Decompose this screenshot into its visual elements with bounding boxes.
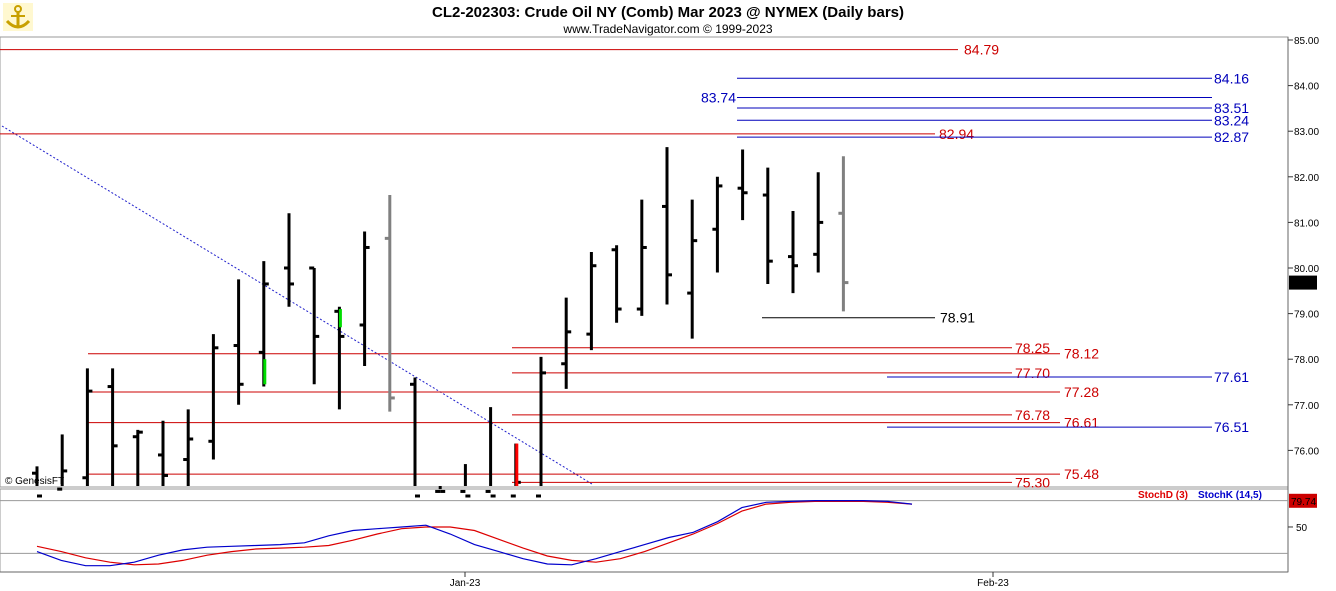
ohlc-bar (132, 429, 143, 486)
stoch-last-value-label: 79.74 (1291, 497, 1316, 508)
chart-title: CL2-202303: Crude Oil NY (Comb) Mar 2023… (432, 4, 904, 21)
ohlc-bars (32, 147, 849, 498)
ohlc-bar (183, 409, 194, 486)
level-label: 76.61 (1064, 415, 1099, 431)
level-label: 83.74 (701, 89, 736, 105)
stochastic-panel (0, 488, 1289, 573)
level-label: 83.24 (1214, 112, 1249, 128)
ohlc-bar (813, 172, 824, 273)
ohlc-bar (712, 176, 723, 273)
y-tick-label: 79.00 (1294, 310, 1319, 321)
y-tick-label: 76.00 (1294, 446, 1319, 457)
last-price-tag: 79.68 (1289, 275, 1317, 290)
level-label: 84.79 (964, 42, 999, 58)
ohlc-bar (435, 486, 446, 493)
ohlc-bar (586, 252, 597, 351)
ohlc-bar (57, 434, 68, 491)
ohlc-bar (737, 149, 748, 221)
y-tick-label: 80.00 (1294, 264, 1319, 275)
level-label: 76.51 (1214, 419, 1249, 435)
descending-trendline (1, 125, 593, 485)
level-label: 77.61 (1214, 369, 1249, 385)
x-axis: Jan-23 Feb-23 (450, 572, 1009, 589)
ohlc-bar (662, 147, 672, 305)
level-label: 75.48 (1064, 466, 1099, 482)
y-tick-label: 81.00 (1294, 218, 1319, 229)
stoch-k-line (36, 500, 913, 567)
legend-stoch-d: StochD (3) (1138, 490, 1188, 501)
ohlc-bar (208, 334, 219, 460)
level-label: 75.30 (1015, 474, 1050, 490)
ohlc-bar (762, 167, 773, 284)
stoch-d-line (36, 500, 913, 566)
level-label: 78.25 (1015, 340, 1050, 356)
y-tick-label: 85.00 (1294, 36, 1319, 47)
ohlc-bar (284, 213, 294, 307)
last-price-box (1289, 275, 1317, 290)
ohlc-bar (636, 199, 647, 316)
ohlc-bar (788, 211, 798, 294)
ohlc-bar (460, 464, 471, 498)
ohlc-bar (158, 420, 168, 486)
stoch-last-value-box (1289, 493, 1317, 508)
ohlc-bar (485, 407, 496, 498)
level-label: 76.78 (1015, 407, 1050, 423)
ohlc-bar (687, 199, 698, 339)
ohlc-bar (32, 466, 42, 498)
price-y-axis: 85.00 84.00 83.00 82.00 81.00 80.00 79.00 78.00… (1288, 36, 1319, 457)
legend-stoch-k: StochK (14,5) (1198, 490, 1262, 501)
x-tick-label: Feb-23 (977, 578, 1009, 589)
stochastic-lines (36, 500, 913, 567)
ohlc-bar (611, 245, 622, 323)
y-tick-label: 77.00 (1294, 401, 1319, 412)
level-label: 84.16 (1214, 70, 1249, 86)
level-label: 77.70 (1015, 365, 1050, 381)
ohlc-bar (309, 266, 320, 385)
trendline (1, 125, 593, 485)
ohlc-bar (561, 297, 572, 389)
bar-highlights (263, 309, 519, 486)
y-tick-label: 84.00 (1294, 82, 1319, 93)
last-price-label: 79.68 (1291, 279, 1316, 290)
ohlc-bar (107, 368, 118, 486)
y-tick-label: 78.00 (1294, 355, 1319, 366)
level-label: 78.91 (940, 310, 975, 326)
anchor-logo-icon (3, 3, 33, 31)
ohlc-bar (233, 279, 244, 405)
level-label: 82.87 (1214, 129, 1249, 145)
level-label: 78.12 (1064, 346, 1099, 362)
y-tick-label: 82.00 (1294, 173, 1319, 184)
ohlc-bar (82, 368, 93, 486)
header: CL2-202303: Crude Oil NY (Comb) Mar 2023… (3, 3, 904, 36)
stoch-y-tick-label: 50 (1296, 523, 1308, 534)
ohlc-bar (838, 156, 849, 312)
ohlc-bar (359, 231, 370, 367)
level-label: 83.51 (1214, 100, 1249, 116)
ohlc-bar (536, 356, 546, 498)
ohlc-bar (384, 195, 395, 412)
stochastic-last-value-tag: 79.74 (1289, 493, 1317, 508)
level-label: 82.94 (939, 126, 974, 142)
level-label: 77.28 (1064, 384, 1099, 400)
x-tick-label: Jan-23 (450, 578, 481, 589)
stochastic-legend: StochD (3) StochK (14,5) (1138, 490, 1262, 501)
stochastic-y-axis: 50 (0, 500, 1308, 554)
chart-subtitle: www.TradeNavigator.com © 1999-2023 (562, 22, 772, 36)
ohlc-bar (410, 377, 420, 498)
watermark: © GenesisFT (5, 476, 64, 487)
y-tick-label: 83.00 (1294, 127, 1319, 138)
